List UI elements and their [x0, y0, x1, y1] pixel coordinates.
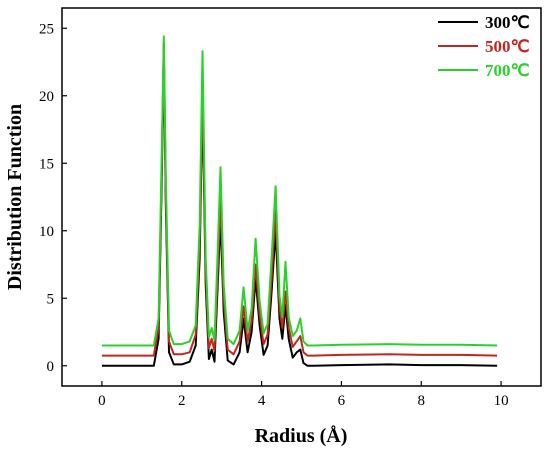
legend-label-0: 300℃ [485, 13, 530, 32]
y-tick-label: 25 [39, 21, 54, 37]
series-line-1 [101, 40, 498, 357]
y-tick-label: 15 [39, 156, 54, 172]
x-tick-label: 8 [418, 393, 426, 409]
x-tick-label: 6 [338, 393, 346, 409]
legend-label-1: 500℃ [485, 37, 530, 56]
x-tick-label: 0 [98, 393, 106, 409]
legend-label-2: 700℃ [485, 61, 530, 80]
y-tick-label: 10 [39, 224, 54, 240]
plot-frame [61, 7, 542, 387]
legend: 300℃ 500℃ 700℃ [438, 13, 530, 80]
series-line-2 [101, 35, 498, 347]
x-tick-label: 2 [178, 393, 186, 409]
x-axis-ticks: 0 2 4 6 8 10 [98, 381, 509, 409]
x-tick-label: 4 [258, 393, 266, 409]
x-tick-label: 10 [494, 393, 509, 409]
series-layer [101, 35, 498, 367]
y-tick-label: 5 [47, 291, 55, 307]
y-tick-label: 0 [47, 359, 55, 375]
y-axis-ticks: 0 5 10 15 20 25 [39, 21, 67, 375]
y-tick-label: 20 [39, 89, 54, 105]
series-line-0 [101, 47, 498, 367]
y-axis-title: Distribution Function [4, 104, 26, 290]
x-axis-title: Radius (Å) [255, 424, 348, 447]
